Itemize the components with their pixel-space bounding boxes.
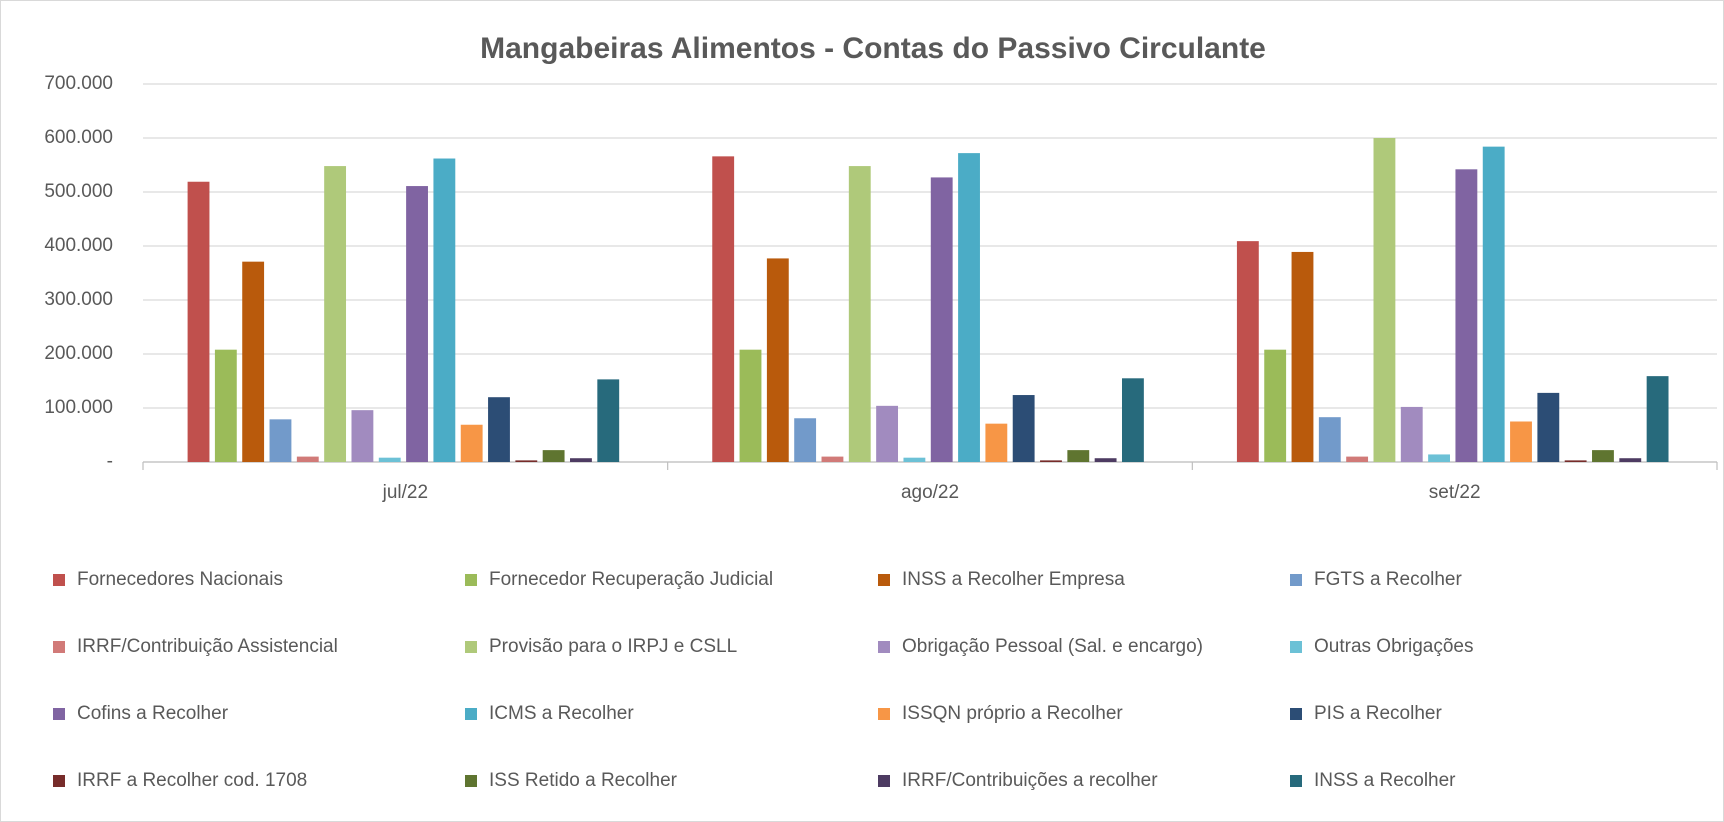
bar	[488, 397, 510, 462]
legend-label: IRRF/Contribuição Assistencial	[77, 636, 338, 657]
bar	[296, 456, 319, 462]
bar	[1619, 458, 1642, 462]
bar	[214, 349, 237, 462]
legend-label: INSS a Recolher	[1314, 770, 1456, 791]
legend-swatch	[878, 574, 890, 586]
bar	[1067, 450, 1090, 462]
bar	[1510, 421, 1532, 462]
bar	[324, 166, 347, 462]
y-tick-label: 600.000	[44, 127, 113, 148]
legend-swatch	[1290, 574, 1302, 586]
legend-swatch	[878, 641, 890, 653]
bar	[1012, 395, 1035, 462]
legend-swatch	[465, 641, 477, 653]
bar	[433, 158, 456, 462]
legend-label: Outras Obrigações	[1314, 636, 1473, 657]
bar	[1264, 349, 1287, 462]
bar	[269, 419, 292, 462]
bar	[1291, 251, 1314, 462]
bar	[930, 177, 953, 463]
bar	[985, 423, 1008, 462]
legend-swatch	[1290, 641, 1302, 653]
x-tick-label: jul/22	[382, 482, 428, 503]
legend-label: ICMS a Recolher	[489, 703, 634, 724]
legend-label: FGTS a Recolher	[1314, 569, 1462, 590]
x-tick-label: ago/22	[901, 482, 959, 503]
bar	[1592, 450, 1614, 462]
bar	[794, 418, 817, 462]
legend-label: PIS a Recolher	[1314, 703, 1442, 724]
bar	[406, 186, 428, 462]
bar	[1040, 460, 1062, 462]
y-tick-label: 200.000	[44, 343, 113, 364]
y-tick-label: 500.000	[44, 181, 113, 202]
bar	[242, 261, 265, 462]
bar	[1428, 454, 1450, 462]
legend-label: ISSQN próprio a Recolher	[902, 703, 1123, 724]
y-tick-label: 400.000	[44, 235, 113, 256]
bar	[515, 460, 538, 462]
legend-label: Cofins a Recolher	[77, 703, 229, 724]
bar	[1537, 392, 1560, 462]
legend-swatch	[53, 641, 65, 653]
x-tick-label: set/22	[1429, 482, 1481, 503]
bar	[378, 457, 401, 462]
legend-swatch	[465, 708, 477, 720]
bar	[351, 410, 374, 462]
legend-label: Fornecedores Nacionais	[77, 569, 283, 590]
y-tick-label: -	[107, 451, 113, 472]
bar	[903, 457, 926, 462]
bar	[1646, 376, 1669, 462]
bar	[876, 405, 899, 462]
legend-label: INSS a Recolher Empresa	[902, 569, 1125, 590]
bar	[1482, 146, 1505, 462]
bar	[821, 456, 844, 462]
legend-swatch	[465, 574, 477, 586]
legend-swatch	[53, 775, 65, 787]
bar	[1564, 460, 1587, 462]
legend-label: IRRF/Contribuições a recolher	[902, 770, 1158, 791]
legend-label: IRRF a Recolher cod. 1708	[77, 770, 307, 791]
legend-label: Provisão para o IRPJ e CSLL	[489, 636, 737, 657]
bar	[848, 166, 871, 462]
legend-swatch	[53, 574, 65, 586]
bar	[542, 450, 565, 462]
bar	[1455, 169, 1478, 462]
legend-swatch	[878, 708, 890, 720]
bar	[1121, 378, 1144, 462]
bar	[739, 349, 762, 462]
chart-title: Mangabeiras Alimentos - Contas do Passiv…	[480, 32, 1266, 65]
bar	[1400, 406, 1423, 462]
legend-swatch	[53, 708, 65, 720]
legend-label: Fornecedor Recuperação Judicial	[489, 569, 773, 590]
bar	[1236, 241, 1259, 462]
legend-swatch	[878, 775, 890, 787]
bar	[597, 379, 620, 462]
bar	[1094, 458, 1117, 462]
bar	[712, 156, 735, 463]
bar	[958, 153, 980, 462]
bar	[1346, 456, 1369, 462]
y-tick-label: 700.000	[44, 73, 113, 94]
bar	[570, 458, 592, 462]
y-tick-label: 300.000	[44, 289, 113, 310]
bar	[187, 181, 210, 463]
y-tick-label: 100.000	[44, 397, 113, 418]
legend-label: ISS Retido a Recolher	[489, 770, 678, 791]
legend-label: Obrigação Pessoal (Sal. e encargo)	[902, 636, 1203, 657]
bar	[1318, 417, 1341, 462]
legend-swatch	[465, 775, 477, 787]
bar	[1373, 138, 1396, 462]
legend-swatch	[1290, 775, 1302, 787]
bar	[460, 424, 483, 462]
legend-swatch	[1290, 708, 1302, 720]
bar	[766, 258, 789, 462]
